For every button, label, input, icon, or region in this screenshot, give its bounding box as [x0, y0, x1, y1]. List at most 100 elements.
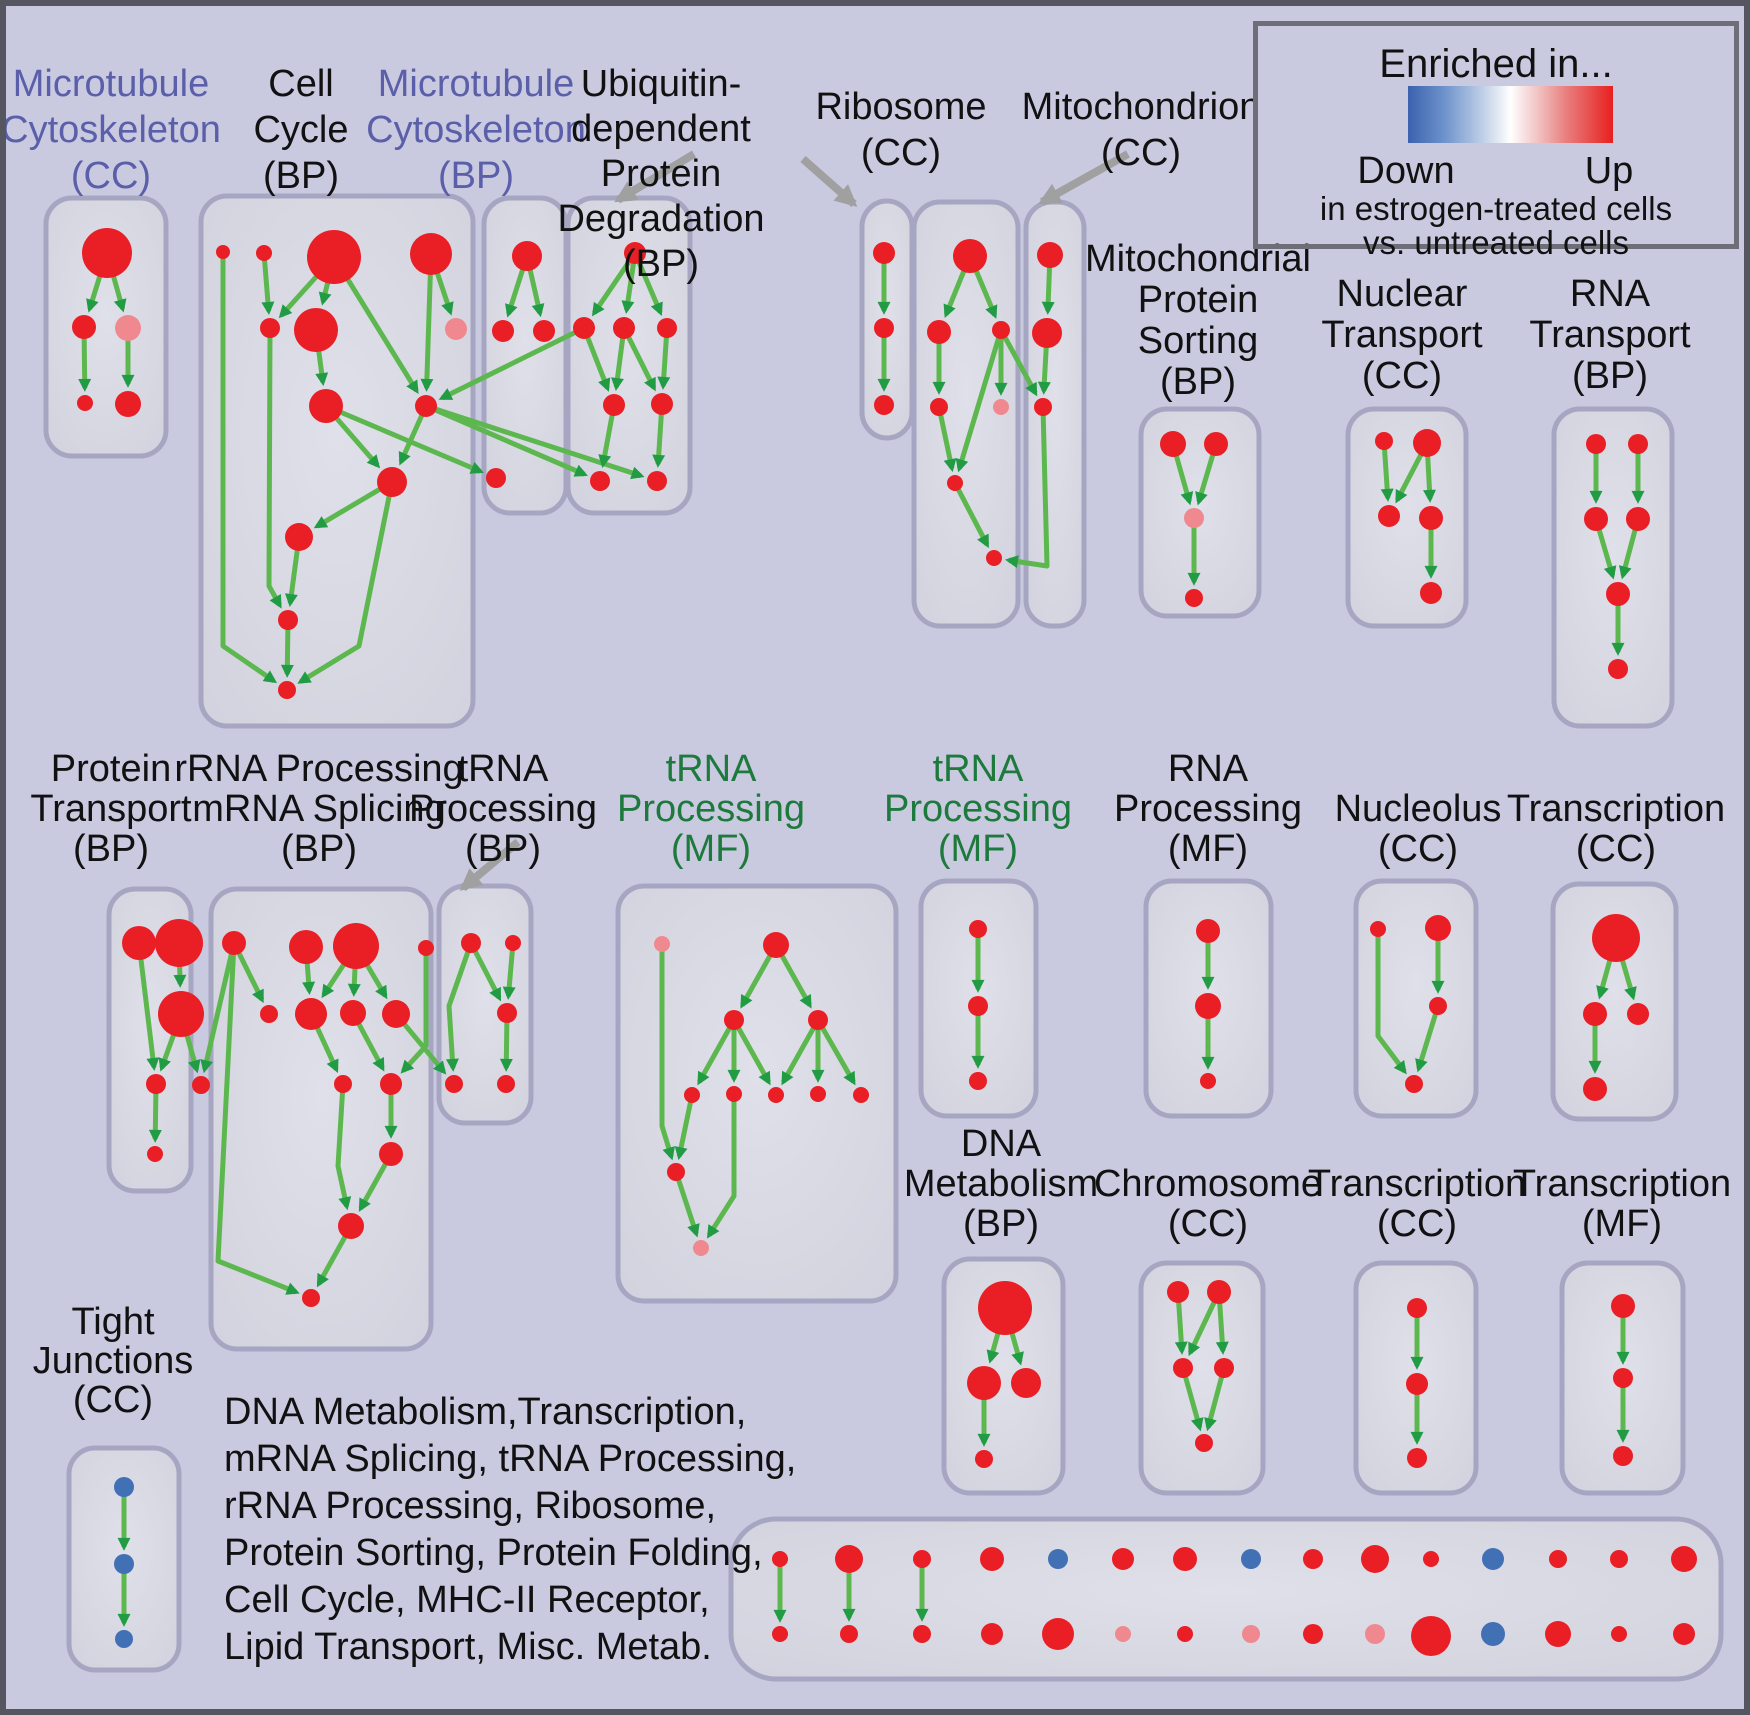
edge-B10-B13 [297, 481, 395, 684]
group-box-microtubule-cc [43, 195, 169, 459]
footnote-text: DNA Metabolism,Transcription, mRNA Splici… [224, 1391, 796, 1668]
go-term-node-T4 [1214, 1358, 1234, 1378]
edge-B2-B5 [261, 252, 275, 315]
go-term-node-K6 [147, 1146, 163, 1162]
go-term-node-D4 [657, 318, 677, 338]
label-ribosome: Ribosome (CC) [815, 86, 986, 174]
go-term-node-C1 [512, 241, 542, 271]
edge-L1-K5 [200, 942, 237, 1074]
go-term-node-E1 [873, 242, 895, 264]
go-term-node-M4 [445, 1075, 463, 1093]
go-term-node-I1 [1375, 432, 1393, 450]
callout-arrow-1 [614, 150, 697, 204]
group-box-summary [728, 1516, 1724, 1682]
edge-L9-L12 [335, 1083, 352, 1211]
go-term-node-Y10 [1365, 1624, 1385, 1644]
legend-title: Enriched in... [1379, 42, 1613, 86]
edge-T3-T5 [1180, 1367, 1204, 1432]
go-term-node-L2 [289, 930, 323, 964]
go-term-node-X12 [1482, 1548, 1504, 1570]
go-term-node-D6 [651, 393, 673, 415]
legend-subtitle-1: in estrogen-treated cells [1319, 190, 1673, 227]
go-term-node-A3 [115, 315, 141, 341]
legend-up-label: Up [1584, 150, 1634, 192]
label-chromosome: Chromosome (CC) [1094, 1163, 1322, 1245]
go-term-node-N3 [724, 1010, 744, 1030]
go-term-node-X3 [913, 1550, 931, 1568]
go-term-node-D3 [613, 317, 635, 339]
go-term-node-B7 [445, 318, 467, 340]
group-box-nucleolus [1353, 878, 1479, 1119]
go-term-node-B3 [307, 230, 361, 284]
go-term-node-R3 [1627, 1003, 1649, 1025]
callout-arrow-4 [459, 838, 521, 892]
edge-K1-K4 [136, 942, 160, 1071]
go-term-node-G2 [1032, 318, 1062, 348]
go-term-node-T2 [1207, 1280, 1231, 1304]
go-term-node-B6 [294, 308, 338, 352]
go-term-node-Y1 [772, 1626, 788, 1642]
go-term-node-L3 [333, 923, 379, 969]
group-box-transcription-cc-1 [1550, 881, 1679, 1122]
callout-arrow-2 [800, 156, 858, 207]
go-term-node-H4 [1185, 589, 1203, 607]
go-term-node-L11 [379, 1142, 403, 1166]
go-term-node-I4 [1419, 506, 1443, 530]
edge-B4-B9 [420, 253, 434, 392]
go-term-node-K1 [122, 926, 156, 960]
edge-Q1-Q4 [1375, 929, 1407, 1075]
go-term-node-N2 [763, 932, 789, 958]
go-term-node-H3 [1184, 508, 1204, 528]
go-term-node-F4 [930, 398, 948, 416]
go-term-node-L4 [418, 940, 434, 956]
label-rna-transport: RNA Transport (BP) [1529, 273, 1691, 397]
go-term-node-O3 [969, 1072, 987, 1090]
label-mitochondrion: Mitochondrion (CC) [1022, 86, 1261, 174]
edge-N1-N10 [659, 944, 675, 1161]
go-term-node-T1 [1167, 1281, 1189, 1303]
go-term-node-J3 [1584, 507, 1608, 531]
go-term-node-Y11 [1411, 1616, 1451, 1656]
label-microtubule-cc: Microtubule Cytoskeleton (CC) [6, 63, 221, 197]
go-term-node-P1 [1196, 919, 1220, 943]
group-box-trna-processing-mf-1 [615, 883, 899, 1304]
go-term-node-Y2 [840, 1625, 858, 1643]
go-term-node-V1 [1611, 1294, 1635, 1318]
go-term-node-X13 [1549, 1550, 1567, 1568]
go-term-node-H2 [1204, 432, 1228, 456]
go-term-node-X11 [1423, 1551, 1439, 1567]
go-term-node-D1 [624, 242, 646, 264]
go-term-node-X8 [1241, 1549, 1261, 1569]
go-term-node-T3 [1173, 1358, 1193, 1378]
legend-box: Enriched in... Down Up in estrogen-treat… [1253, 21, 1739, 261]
edge-D2-B9 [438, 325, 586, 401]
edge-F4-F6 [936, 406, 957, 473]
edge-B5-B12 [266, 327, 282, 609]
go-term-node-P2 [1195, 993, 1221, 1019]
go-term-node-K5 [192, 1076, 210, 1094]
go-term-node-F1 [953, 239, 987, 273]
go-term-node-B11 [285, 523, 313, 551]
go-term-node-B1 [216, 245, 230, 259]
label-mito-protein-sorting: Mitochondrial Protein Sorting (BP) [1085, 238, 1311, 403]
edge-G3-F7 [1004, 406, 1050, 569]
edge-F6-F7 [952, 481, 990, 549]
go-term-node-B12 [278, 610, 298, 630]
go-term-node-X15 [1671, 1546, 1697, 1572]
go-term-node-M5 [497, 1075, 515, 1093]
go-term-node-W2 [114, 1554, 134, 1574]
go-term-node-D7 [590, 471, 610, 491]
go-term-node-R4 [1583, 1077, 1607, 1101]
go-term-node-N1 [654, 936, 670, 952]
label-transcription-mf: Transcription (MF) [1513, 1163, 1731, 1245]
go-term-node-S1 [978, 1281, 1032, 1335]
go-term-node-V2 [1613, 1368, 1633, 1388]
go-term-node-N11 [693, 1240, 709, 1256]
go-term-node-Y15 [1673, 1623, 1695, 1645]
label-cell-cycle: Cell Cycle (BP) [253, 63, 348, 197]
go-term-node-R2 [1583, 1002, 1607, 1026]
go-term-node-C3 [533, 320, 555, 342]
edge-N6-N11 [706, 1094, 737, 1239]
go-term-node-I5 [1420, 582, 1442, 604]
